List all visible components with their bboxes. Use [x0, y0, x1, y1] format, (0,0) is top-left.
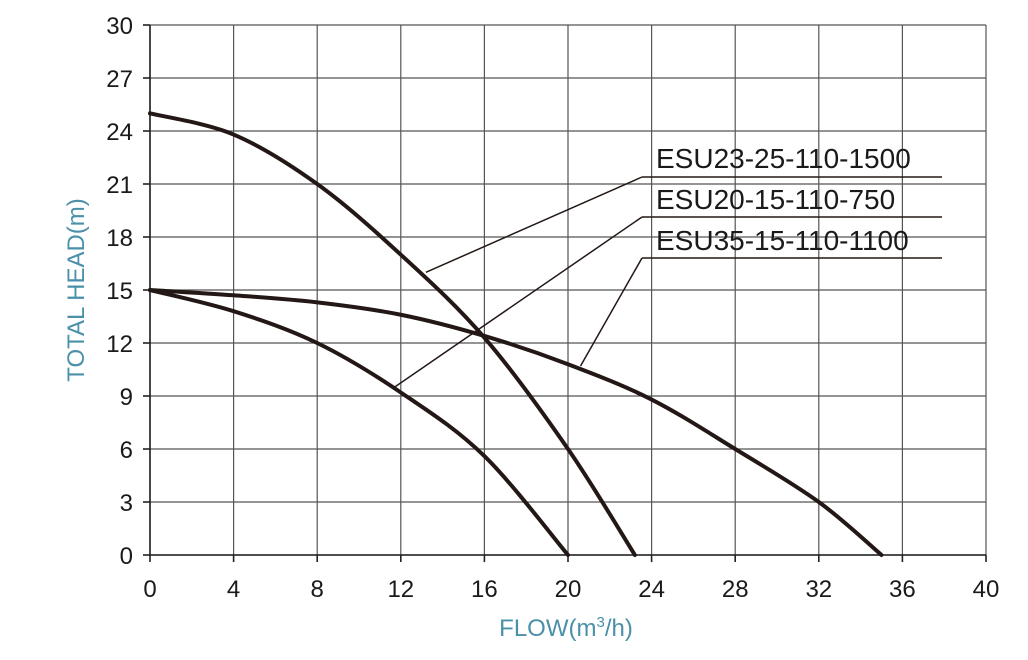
y-tick-label-9: 27: [106, 66, 133, 93]
x-tick-label-0: 0: [143, 576, 156, 603]
x-tick-label-4: 16: [471, 576, 498, 603]
x-tick-label-1: 4: [227, 576, 240, 603]
y-tick-label-0: 0: [120, 543, 133, 570]
series-curve-1: [148, 111, 637, 557]
x-tick-label-7: 28: [722, 576, 749, 603]
legend-leader-2: [394, 216, 643, 388]
legend-leader-1: [425, 176, 643, 274]
x-tick-label-8: 32: [805, 576, 832, 603]
y-tick-label-2: 6: [120, 437, 133, 464]
y-tick-label-6: 18: [106, 225, 133, 252]
legend-leader-3: [579, 257, 643, 367]
x-axis-title: FLOW(m3/h): [499, 614, 633, 642]
x-tick-label-3: 12: [387, 576, 414, 603]
series-curve-3: [148, 288, 884, 557]
legend-label-3: ESU35-15-110-1100: [656, 225, 909, 256]
x-axis-title-tail: /h): [605, 615, 633, 642]
grid: [149, 24, 987, 556]
axes: [143, 24, 987, 562]
legend: ESU23-25-110-1500 ESU20-15-110-750 ESU35-1…: [394, 143, 942, 388]
legend-label-1: ESU23-25-110-1500: [656, 143, 911, 174]
y-tick-label-5: 15: [106, 278, 133, 305]
y-axis-title: TOTAL HEAD(m): [63, 198, 90, 382]
y-tick-label-3: 9: [120, 384, 133, 411]
x-tick-label-9: 36: [889, 576, 916, 603]
series-curves: [148, 111, 884, 557]
y-tick-label-4: 12: [106, 331, 133, 358]
x-axis-title-superscript: 3: [596, 614, 604, 631]
legend-label-2: ESU20-15-110-750: [656, 184, 895, 215]
y-tick-label-7: 21: [106, 172, 133, 199]
x-tick-label-5: 20: [555, 576, 582, 603]
y-tick-label-10: 30: [106, 13, 133, 40]
x-tick-label-2: 8: [311, 576, 324, 603]
x-tick-label-10: 40: [973, 576, 1000, 603]
y-tick-label-8: 24: [106, 119, 133, 146]
x-tick-label-6: 24: [638, 576, 665, 603]
x-axis-title-main: FLOW(m: [499, 615, 596, 642]
series-curve-2: [148, 288, 570, 557]
y-tick-label-1: 3: [120, 490, 133, 517]
